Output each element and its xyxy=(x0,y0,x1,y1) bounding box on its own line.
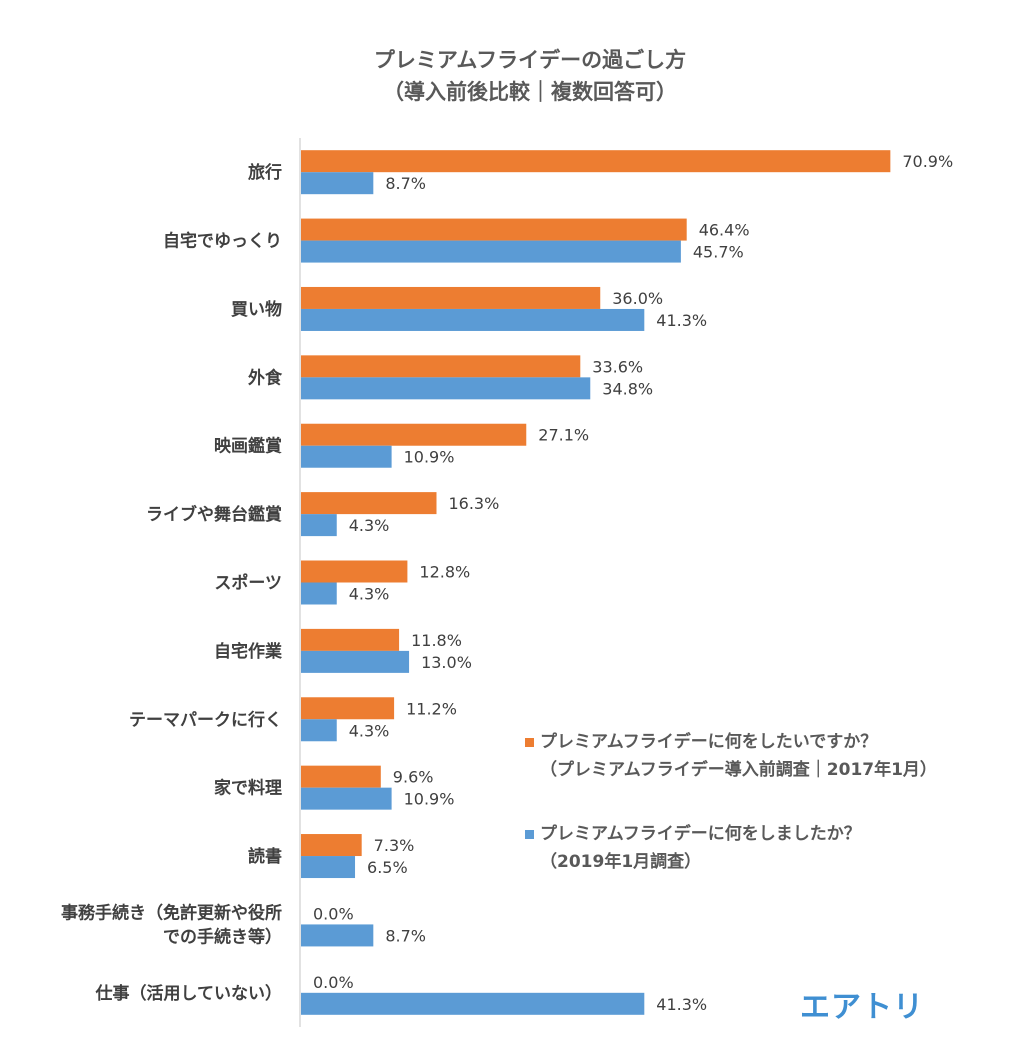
bar-2019 xyxy=(301,992,645,1015)
category-label: 旅行 xyxy=(248,162,282,183)
bar-2017 xyxy=(301,765,381,788)
chart-title-line1: プレミアムフライデーの過ごし方 xyxy=(373,48,687,72)
data-label-2019: 10.9% xyxy=(404,448,455,467)
bar-2019 xyxy=(301,787,392,810)
legend: プレミアムフライデーに何をしたいですか？ （プレミアムフライデー導入前調査｜20… xyxy=(525,728,1005,912)
data-label-2017: 11.2% xyxy=(406,699,457,718)
airtrip-logo: エアトリ xyxy=(800,990,924,1025)
bar-2017 xyxy=(301,560,408,583)
bar-2019 xyxy=(301,856,356,879)
legend-swatch-2019 xyxy=(525,829,534,839)
data-label-2017: 0.0% xyxy=(313,973,354,992)
data-label-2019: 34.8% xyxy=(602,379,653,398)
data-label-2019: 4.3% xyxy=(349,516,390,535)
data-label-2017: 36.0% xyxy=(612,289,663,308)
bar-2019 xyxy=(301,924,374,947)
category-label: 買い物 xyxy=(231,299,282,320)
bar-2017 xyxy=(301,628,400,651)
category-label: 映画鑑賞 xyxy=(214,436,282,457)
data-label-2017: 33.6% xyxy=(592,357,643,376)
bar-2019 xyxy=(301,582,337,605)
bar-2019 xyxy=(301,650,410,673)
category-label: 外食 xyxy=(248,367,283,388)
legend-item-2019: プレミアムフライデーに何をしましたか？ （2019年1月調査） xyxy=(525,820,1005,876)
data-label-2017: 9.6% xyxy=(393,768,434,787)
category-label: 家で料理 xyxy=(214,778,282,799)
data-label-2017: 12.8% xyxy=(419,563,470,582)
data-label-2019: 41.3% xyxy=(656,995,707,1014)
category-label: 読書 xyxy=(248,846,282,867)
data-label-2017: 16.3% xyxy=(448,494,499,513)
data-label-2019: 8.7% xyxy=(385,174,426,193)
category-label: ライブや舞台鑑賞 xyxy=(146,504,282,525)
legend-swatch-2017 xyxy=(525,737,534,747)
data-label-2019: 13.0% xyxy=(421,653,472,672)
data-label-2017: 46.4% xyxy=(699,221,750,240)
data-label-2017: 27.1% xyxy=(538,426,589,445)
bar-2019 xyxy=(301,514,337,537)
data-label-2017: 70.9% xyxy=(902,152,953,171)
data-label-2019: 4.3% xyxy=(349,585,390,604)
bar-2017 xyxy=(301,218,687,241)
data-label-2019: 8.7% xyxy=(385,926,426,945)
bar-2017 xyxy=(301,355,581,378)
bar-2017 xyxy=(301,834,362,857)
legend-label-2017: プレミアムフライデーに何をしたいですか？ xyxy=(540,732,878,752)
bar-2017 xyxy=(301,286,601,309)
bar-2019 xyxy=(301,240,681,263)
bar-2017 xyxy=(301,423,527,446)
category-label: 自宅でゆっくり xyxy=(163,231,282,252)
bar-2019 xyxy=(301,445,392,468)
legend-sublabel-2019: （2019年1月調査） xyxy=(540,852,702,872)
bar-2019 xyxy=(301,377,591,400)
data-label-2019: 6.5% xyxy=(367,858,408,877)
data-label-2019: 45.7% xyxy=(693,243,744,262)
bar-2017 xyxy=(301,697,395,720)
bar-2017 xyxy=(301,150,891,173)
bar-2019 xyxy=(301,719,337,742)
data-label-2019: 41.3% xyxy=(656,311,707,330)
chart-title-line2: （導入前後比較｜複数回答可） xyxy=(383,80,677,104)
category-label: 仕事（活用していない） xyxy=(95,983,283,1004)
category-label: テーマパークに行く xyxy=(129,709,282,730)
data-label-2019: 10.9% xyxy=(404,790,455,809)
bar-2019 xyxy=(301,172,374,195)
legend-item-2017: プレミアムフライデーに何をしたいですか？ （プレミアムフライデー導入前調査｜20… xyxy=(525,728,1005,784)
chart-title: プレミアムフライデーの過ごし方 （導入前後比較｜複数回答可） xyxy=(280,44,780,108)
data-label-2017: 0.0% xyxy=(313,904,354,923)
category-label: 自宅作業 xyxy=(214,641,282,662)
legend-label-2019: プレミアムフライデーに何をしましたか？ xyxy=(540,824,861,844)
bar-2017 xyxy=(301,492,437,515)
bar-2019 xyxy=(301,308,645,331)
category-label: スポーツ xyxy=(214,573,282,594)
legend-sublabel-2017: （プレミアムフライデー導入前調査｜2017年1月） xyxy=(540,760,937,780)
data-label-2019: 4.3% xyxy=(349,721,390,740)
data-label-2017: 11.8% xyxy=(411,631,462,650)
data-label-2017: 7.3% xyxy=(374,836,415,855)
category-label: 事務手続き（免許更新や役所での手続き等） xyxy=(61,902,282,947)
